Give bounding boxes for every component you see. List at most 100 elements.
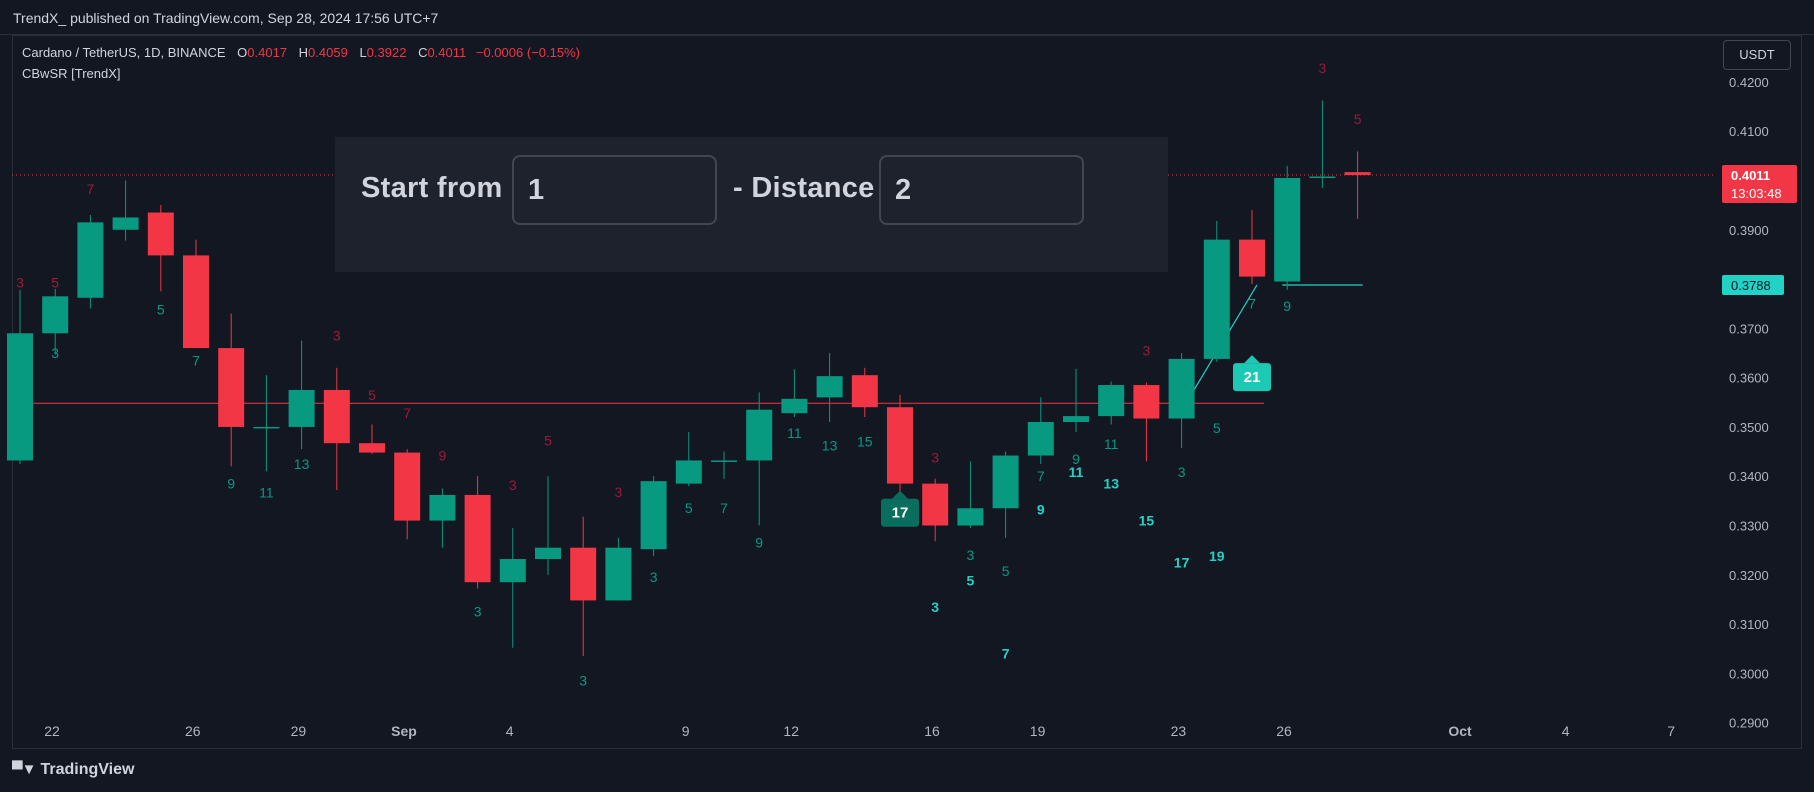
count-label-down: 3 [1143,342,1151,358]
time-axis-tick: 16 [924,723,940,739]
time-axis-tick: 26 [1276,723,1292,739]
price-axis-tick: 0.3500 [1729,420,1769,435]
count-label-up: 5 [1213,420,1221,436]
signal-badge [1233,363,1271,392]
time-axis-tick: 12 [783,723,799,739]
count-label-up: 3 [1178,464,1186,480]
time-axis-tick: 23 [1171,723,1187,739]
candle-up [1203,239,1230,359]
count-label-down: 7 [403,405,411,421]
count-label-down: 3 [615,484,623,500]
count-label-up: 5 [157,302,165,318]
high-value: 0.4059 [308,45,348,60]
candle-down [922,483,949,526]
count-label-bright: 19 [1209,548,1225,564]
time-axis-tick: 4 [506,723,514,739]
level-price-tag [1722,274,1784,295]
indicator-legend[interactable]: CBwSR [TrendX] [22,66,121,81]
price-axis-tick: 0.2900 [1729,716,1769,731]
candle-up [112,217,139,230]
count-label-up: 7 [720,500,728,516]
published-bar: TrendX_ published on TradingView.com, Se… [0,0,1814,35]
currency-button[interactable]: USDT [1723,40,1791,70]
tradingview-brand-text: TradingView [40,761,135,778]
count-label-up: 3 [967,547,975,563]
candle-up [640,481,667,550]
badge-arrow [892,490,908,499]
candle-down [323,389,350,444]
candle-down [218,348,245,427]
candle-up [675,460,702,484]
time-axis-tick: Oct [1448,723,1472,739]
change-value: −0.0006 (−0.15%) [475,45,580,60]
count-label-up: 9 [1283,298,1291,314]
time-axis-tick: 7 [1667,723,1675,739]
candle-down [183,255,209,349]
count-label-up: 9 [227,476,235,492]
candle-down [570,547,597,601]
open-label: O [237,45,248,60]
count-label-up: 11 [259,484,274,500]
count-label-up: 13 [822,438,838,454]
candle-up [746,409,773,461]
price-axis-tick: 0.3400 [1729,469,1769,484]
price-axis-tick: 0.4100 [1729,124,1769,139]
distance-label: - Distance [733,172,875,204]
count-label-bright: 17 [1174,554,1190,570]
count-label-up: 3 [650,569,658,585]
tradingview-logo-icon: ▀▼ [12,761,37,778]
candle-up [1309,176,1336,179]
candle-up [77,222,104,298]
count-label-bright: 15 [1139,513,1155,529]
candle-up [1063,416,1089,423]
count-label-down: 3 [931,449,939,465]
price-axis-tick: 0.3900 [1729,223,1769,238]
candle-up [42,296,69,334]
candle-down [1133,385,1160,419]
last-price-tag [1722,165,1797,204]
price-axis-tick: 0.3000 [1729,666,1769,681]
candle-up [1274,178,1301,282]
symbol-legend[interactable]: Cardano / TetherUS, 1D, BINANCE O0.4017 … [22,45,580,60]
candle-up [429,494,456,521]
count-label-up: 5 [1002,563,1010,579]
price-axis-tick: 0.3700 [1729,321,1769,336]
tradingview-logo[interactable]: ▀▼ TradingView [12,761,134,779]
time-axis-tick: Sep [391,723,417,739]
count-label-up: 11 [1104,436,1119,452]
price-axis-tick: 0.3600 [1729,371,1769,386]
level-price-value: 0.3788 [1731,278,1771,293]
candle-down [359,443,385,453]
start-from-input[interactable]: 1 [512,155,717,225]
low-value: 0.3922 [366,45,407,60]
candle-down [1239,239,1265,277]
count-label-up: 7 [192,352,200,368]
count-label-up: 3 [51,345,59,361]
count-label-bright: 11 [1069,464,1084,480]
candle-down [887,407,913,484]
candle-down [147,212,174,256]
badge-arrow [1244,355,1260,364]
count-label-down: 5 [1354,111,1362,127]
signal-badge [881,498,919,527]
candle-up [535,547,561,560]
candle-up [605,547,632,601]
count-label-down: 5 [51,274,59,290]
start-from-label: Start from [361,172,503,204]
candle-up [7,333,33,461]
signal-badge-label: 17 [892,505,909,522]
count-label-down: 3 [509,477,517,493]
count-label-up: 3 [579,673,587,689]
footer-bar [0,750,1814,792]
count-label-bright: 3 [931,599,939,615]
distance-input[interactable]: 2 [879,155,1084,225]
last-price-value: 0.4011 [1731,168,1770,183]
count-label-down: 3 [333,328,341,344]
low-label: L [359,45,367,60]
candle-up [499,559,526,583]
count-label-bright: 7 [1002,646,1010,662]
open-value: 0.4017 [247,45,288,60]
price-axis-tick: 0.4200 [1729,75,1769,90]
candle-down [851,375,878,408]
